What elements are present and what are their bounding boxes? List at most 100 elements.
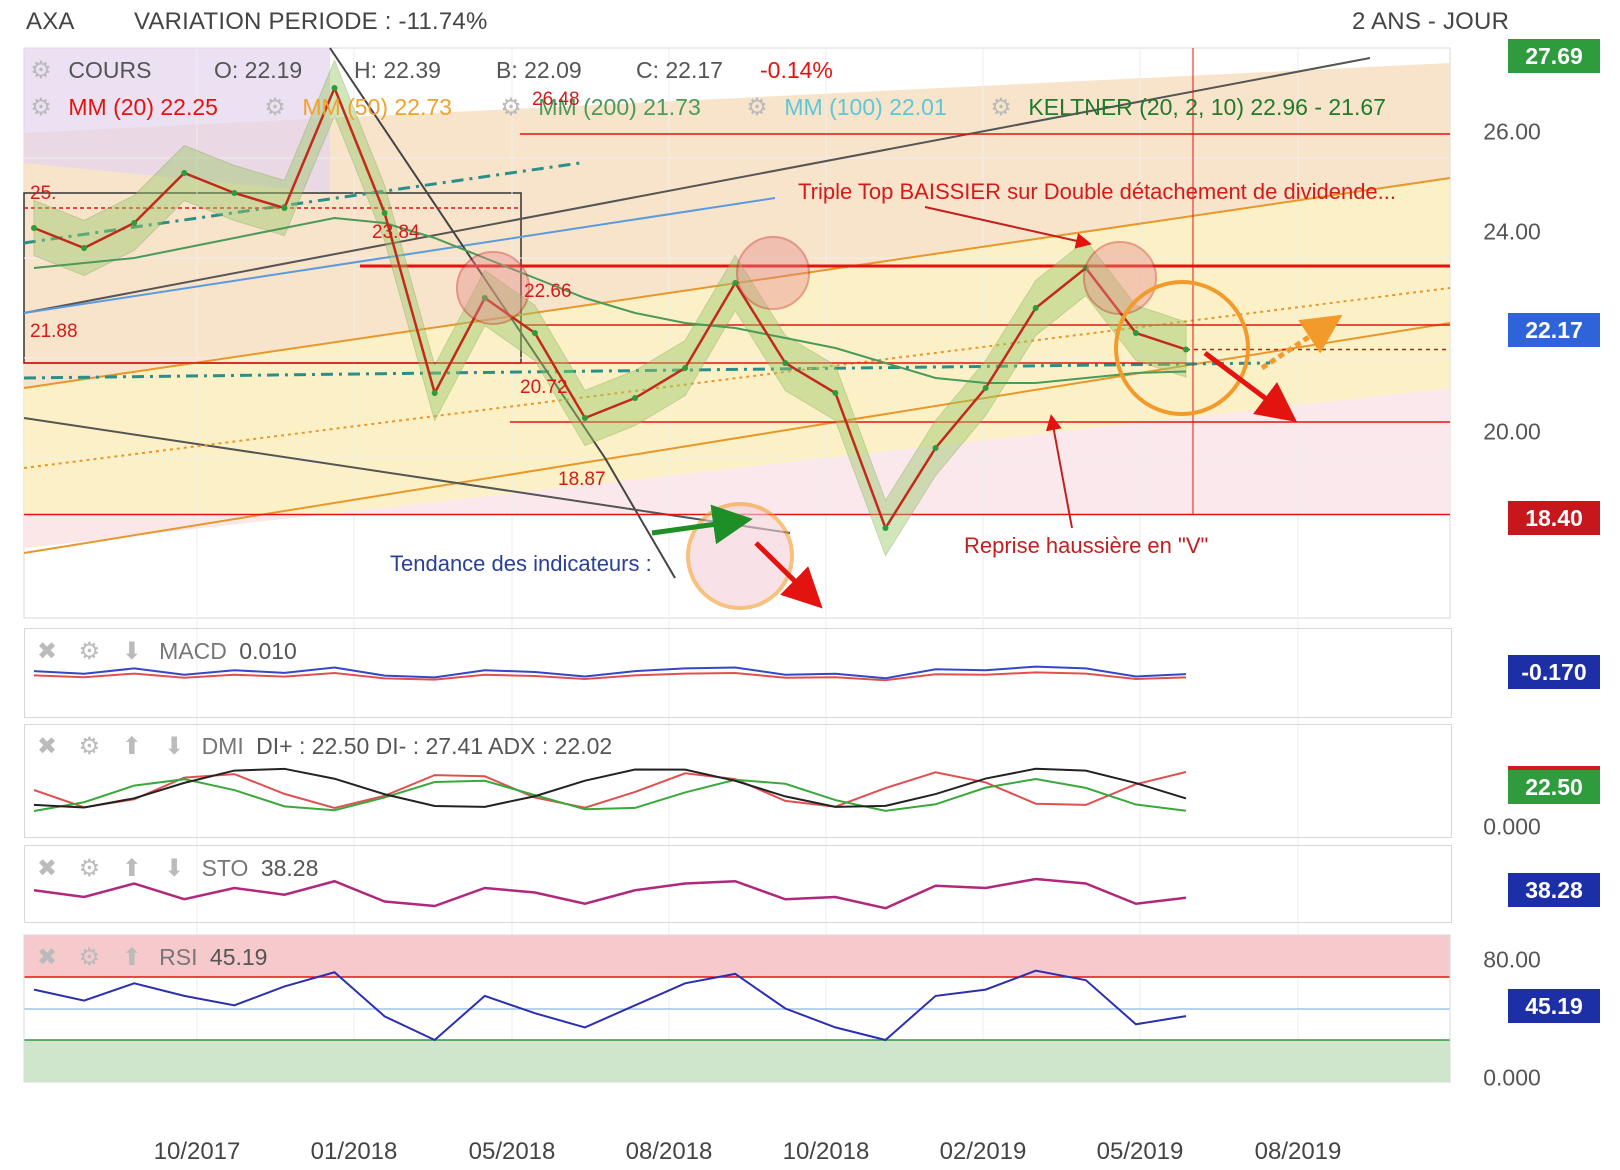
gear-icon[interactable]: ⚙ xyxy=(990,94,1012,121)
price-point xyxy=(1032,305,1039,311)
gear-icon[interactable]: ⚙ xyxy=(500,94,522,121)
gear-icon[interactable]: ⚙ xyxy=(264,94,286,121)
macd-label: MACD xyxy=(159,638,227,664)
legend-keltner[interactable]: ⚙ KELTNER (20, 2, 10) 22.96 - 21.67 xyxy=(990,94,1386,121)
arrow-down-icon[interactable]: ⬇ xyxy=(164,733,185,760)
level-25: 25. xyxy=(30,183,57,204)
level-23-84: 23.84 xyxy=(372,222,420,243)
range-selector[interactable]: 2 ANS - JOUR xyxy=(1352,8,1510,35)
level-18-87: 18.87 xyxy=(558,469,606,490)
price-point xyxy=(481,295,488,301)
price-point xyxy=(982,385,989,391)
teal-dash-upper xyxy=(23,161,581,245)
gear-icon[interactable]: ⚙ xyxy=(746,94,768,121)
arrow-down-icon[interactable]: ⬇ xyxy=(121,638,142,665)
close-icon[interactable]: ✖ xyxy=(36,855,58,882)
mm200-line xyxy=(33,216,1187,384)
dotted-channel-line xyxy=(23,287,1451,469)
ticker-label: AXA xyxy=(26,8,75,35)
level-22-66: 22.66 xyxy=(524,281,572,302)
dmi-badge: 22.50 xyxy=(1508,766,1600,804)
price-point xyxy=(531,330,538,336)
price-point xyxy=(281,205,288,211)
lower-zone xyxy=(24,388,1450,548)
price-point xyxy=(882,525,889,531)
triple-top-pointer xyxy=(924,206,1092,249)
legend-mm100[interactable]: ⚙ MM (100) 22.01 xyxy=(746,94,947,121)
macd-value: 0.010 xyxy=(239,638,297,664)
top-marker-circle xyxy=(456,251,530,325)
gear-icon[interactable]: ⚙ xyxy=(30,94,52,121)
level-26-48: 26.48 xyxy=(532,89,580,110)
adx-line xyxy=(33,767,1187,809)
macd-legend: ✖ ⚙ ⬇ MACD 0.010 xyxy=(36,638,297,665)
price-tick-26: 26.00 xyxy=(1483,118,1541,145)
purple-zone xyxy=(24,48,330,193)
price-point xyxy=(732,280,739,286)
rsi-label: RSI xyxy=(159,944,198,970)
legend-low: B: 22.09 xyxy=(496,57,582,83)
bullish-option-arrow xyxy=(1260,314,1343,371)
macd-signal-line xyxy=(33,671,1187,682)
gear-icon[interactable]: ⚙ xyxy=(78,638,101,665)
period-variation: VARIATION PERIODE : -11.74% xyxy=(134,8,488,35)
legend-close: C: 22.17 xyxy=(636,57,723,83)
red-indicator-arrow xyxy=(754,541,823,609)
x-tick-label: 10/2018 xyxy=(782,1138,870,1165)
price-low-badge: 18.40 xyxy=(1508,501,1600,535)
gear-icon[interactable]: ⚙ xyxy=(78,944,101,971)
indicator-trend-circle xyxy=(686,502,794,610)
reprise-pointer xyxy=(1045,414,1073,529)
price-line xyxy=(33,84,1187,531)
legend-mm20[interactable]: ⚙ MM (20) 22.25 xyxy=(30,94,218,121)
top-marker-circle xyxy=(1083,241,1157,315)
sto-badge: 38.28 xyxy=(1508,873,1600,907)
down-trend-line-2 xyxy=(604,457,676,579)
legend-mm50[interactable]: ⚙ MM (50) 22.73 xyxy=(264,94,452,121)
rsi-tick-0: 0.000 xyxy=(1483,1064,1541,1091)
dmi-panel[interactable] xyxy=(24,724,1452,838)
sto-value: 38.28 xyxy=(260,855,319,881)
level-20-72: 20.72 xyxy=(520,377,568,398)
triple-top-annotation: Triple Top BAISSIER sur Double détacheme… xyxy=(798,179,1397,204)
sto-line xyxy=(33,877,1187,910)
x-tick-label: 08/2019 xyxy=(1254,1138,1342,1165)
arrow-up-icon[interactable]: ⬆ xyxy=(121,733,142,760)
legend-cours-label: COURS xyxy=(68,57,152,83)
legend-mm200-label: MM (200) 21.73 xyxy=(538,94,701,120)
price-top-badge: 27.69 xyxy=(1508,39,1600,73)
close-icon[interactable]: ✖ xyxy=(36,944,58,971)
gear-icon[interactable]: ⚙ xyxy=(78,855,101,882)
gear-icon[interactable]: ⚙ xyxy=(30,57,52,84)
macd-line xyxy=(33,665,1187,680)
legend-mm20-label: MM (20) 22.25 xyxy=(68,94,218,120)
down-trend-line xyxy=(329,47,606,459)
rsi-legend: ✖ ⚙ ⬆ RSI 45.19 xyxy=(36,944,268,971)
x-tick-label: 10/2017 xyxy=(153,1138,241,1165)
arrow-up-icon[interactable]: ⬆ xyxy=(121,855,142,882)
macd-panel[interactable] xyxy=(24,628,1452,718)
price-point xyxy=(81,245,88,251)
price-point xyxy=(1183,346,1189,353)
teal-dash-lower xyxy=(23,361,1271,380)
top-marker-circle xyxy=(736,236,810,310)
sto-panel[interactable] xyxy=(24,845,1452,923)
price-point xyxy=(131,220,138,226)
rsi-oversold-zone xyxy=(24,1040,1450,1082)
price-point xyxy=(832,390,839,396)
close-icon[interactable]: ✖ xyxy=(36,638,58,665)
close-icon[interactable]: ✖ xyxy=(36,733,58,760)
gear-icon[interactable]: ⚙ xyxy=(78,733,101,760)
dmi-legend: ✖ ⚙ ⬆ ⬇ DMI DI+ : 22.50 DI- : 27.41 ADX … xyxy=(36,733,612,760)
price-point xyxy=(682,365,689,371)
legend-cours[interactable]: ⚙ COURS xyxy=(30,57,151,84)
arrow-up-icon[interactable]: ⬆ xyxy=(121,944,142,971)
legend-mm200[interactable]: ⚙ MM (200) 21.73 xyxy=(500,94,701,121)
tendance-annotation: Tendance des indicateurs : xyxy=(390,551,652,576)
price-tick-20: 20.00 xyxy=(1483,418,1541,445)
arrow-down-icon[interactable]: ⬇ xyxy=(164,855,185,882)
x-tick-label: 05/2018 xyxy=(468,1138,556,1165)
blue-trend-line xyxy=(23,197,776,314)
keltner-band xyxy=(33,59,1187,557)
